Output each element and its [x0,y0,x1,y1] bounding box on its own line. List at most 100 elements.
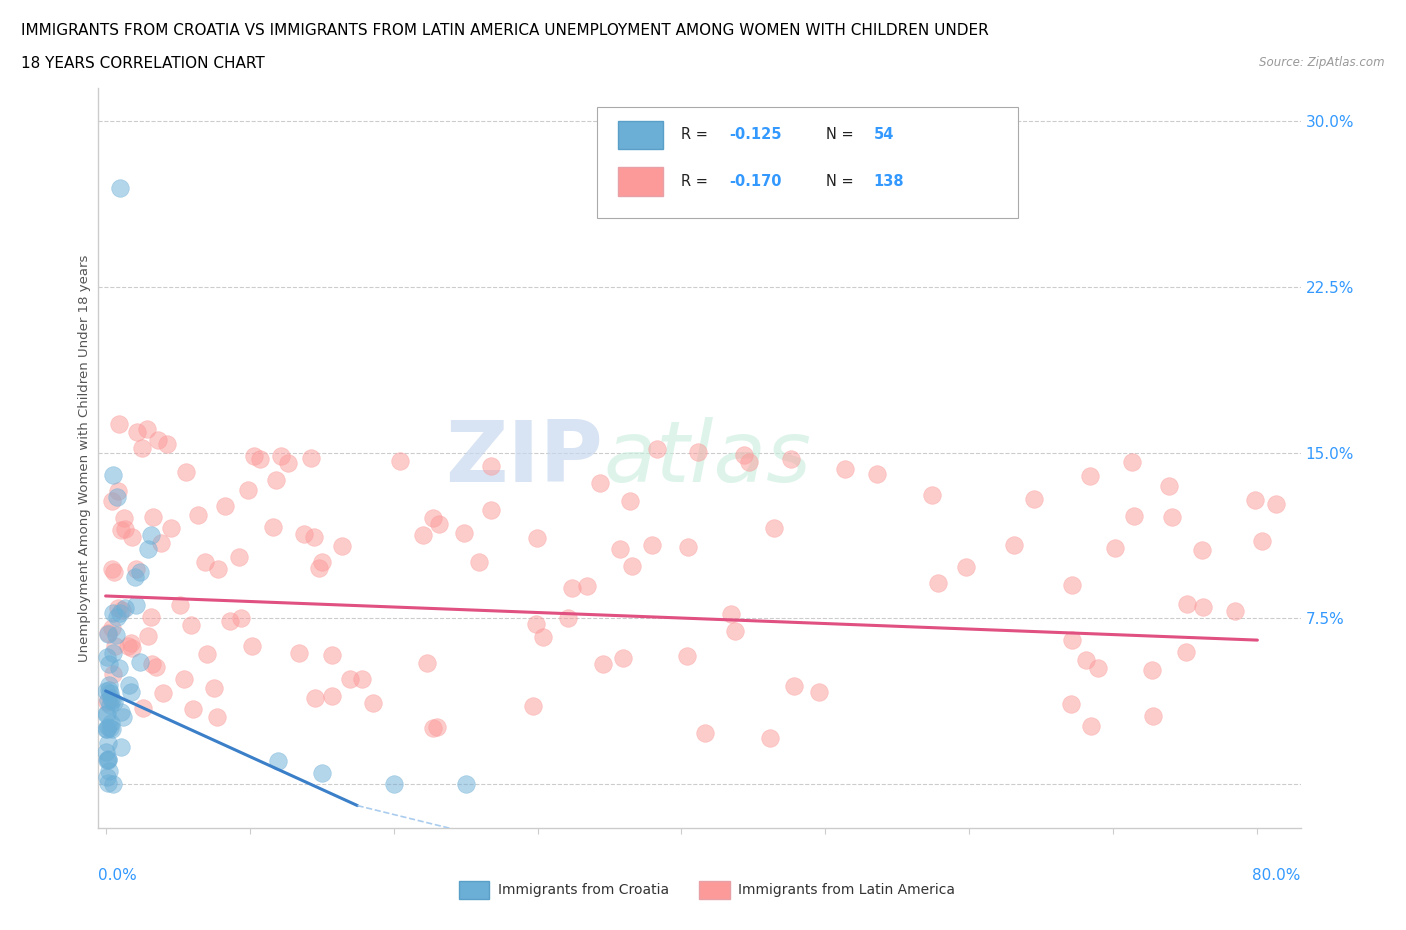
Point [94,745,117,760]
Point [645,441,668,456]
Point [1074,653,1097,668]
Point [146,432,169,447]
Point [103,565,125,579]
Text: N =: N = [825,174,858,189]
Point [302,529,325,544]
Text: N =: N = [825,127,858,142]
Point [128,654,150,669]
Point [524,617,547,631]
Point [159,520,181,535]
Point [762,520,785,535]
Point [195,646,218,661]
Point [141,657,163,671]
Point [207,562,229,577]
Point [427,516,450,531]
Point [98,685,121,700]
Point [194,554,217,569]
Point [557,610,579,625]
Point [103,695,125,710]
Point [1265,497,1288,512]
Point [101,467,124,482]
Point [97,626,120,641]
Point [382,777,405,791]
Point [264,473,287,488]
Point [110,705,132,720]
Point [927,576,949,591]
Point [422,721,444,736]
Point [339,671,361,686]
Point [97,720,120,735]
Point [783,678,806,693]
Point [561,581,583,596]
Point [96,649,118,664]
Point [114,601,136,616]
Point [101,693,124,708]
Point [96,769,118,784]
Y-axis label: Unemployment Among Women with Children Under 18 years: Unemployment Among Women with Children U… [79,254,91,662]
Point [96,695,118,710]
Point [311,554,333,569]
Point [100,722,122,737]
Point [114,522,136,537]
Text: 54: 54 [873,127,894,142]
Point [693,725,716,740]
Point [1104,541,1126,556]
Point [468,555,491,570]
Point [202,680,225,695]
Text: 138: 138 [873,174,904,189]
Point [1060,578,1083,592]
Text: Immigrants from Latin America: Immigrants from Latin America [738,883,955,897]
Point [97,776,120,790]
Point [94,684,117,698]
Point [1080,719,1102,734]
Point [422,511,444,525]
Point [1121,454,1143,469]
Point [955,560,977,575]
Point [124,570,146,585]
Point [105,609,128,624]
FancyBboxPatch shape [598,107,1018,218]
Point [94,707,117,722]
Point [780,452,803,467]
Point [479,458,502,473]
Point [277,456,299,471]
Point [415,656,437,671]
Point [321,688,343,703]
Text: 0.0%: 0.0% [98,869,138,883]
Point [121,529,143,544]
Point [180,618,202,632]
Point [136,629,159,644]
Point [304,690,326,705]
Point [288,645,311,660]
Point [641,538,664,552]
Point [139,527,162,542]
Text: IMMIGRANTS FROM CROATIA VS IMMIGRANTS FROM LATIN AMERICA UNEMPLOYMENT AMONG WOME: IMMIGRANTS FROM CROATIA VS IMMIGRANTS FR… [21,23,988,38]
Point [249,452,271,467]
Point [236,483,259,498]
Point [135,422,157,437]
Point [98,698,121,712]
Point [612,651,634,666]
Point [688,445,710,459]
Point [453,526,475,541]
Point [678,540,700,555]
Point [299,450,322,465]
Point [104,639,127,654]
Point [125,562,148,577]
Point [97,764,120,778]
Point [733,447,755,462]
Point [412,528,434,543]
Point [724,624,747,639]
Point [1191,542,1213,557]
Point [142,510,165,525]
Point [589,476,612,491]
Point [267,754,290,769]
Point [229,611,252,626]
Point [1060,632,1083,647]
Text: -0.125: -0.125 [730,127,782,142]
Point [866,467,889,482]
Point [110,522,132,537]
Point [97,736,120,751]
Point [1160,510,1182,525]
Point [292,526,315,541]
